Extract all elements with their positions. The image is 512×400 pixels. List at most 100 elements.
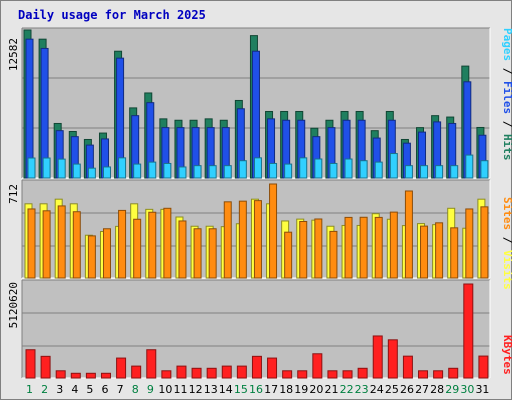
- pages-bar: [314, 158, 323, 179]
- kbytes-bar: [191, 367, 202, 379]
- kbytes-bar: [116, 357, 127, 379]
- day-tick-label: 4: [71, 383, 78, 396]
- kbytes-bar: [357, 367, 368, 379]
- pages-bar: [435, 165, 444, 179]
- kbytes-bar: [176, 365, 187, 379]
- sites-bar: [178, 220, 187, 279]
- kbytes-bar: [25, 349, 36, 379]
- sites-bar: [148, 211, 157, 279]
- sites-bar: [450, 227, 459, 279]
- pages-bar: [163, 162, 172, 179]
- day-tick-label: 8: [132, 383, 139, 396]
- pages-bar: [178, 166, 187, 179]
- sites-bar: [118, 209, 127, 279]
- sites-bar: [329, 230, 338, 279]
- sites-bar: [27, 208, 36, 279]
- kbytes-bar: [85, 372, 96, 379]
- sites-bar: [42, 210, 51, 279]
- sites-bar: [133, 218, 142, 279]
- pages-bar: [57, 158, 66, 179]
- day-tick-label: 17: [264, 383, 278, 396]
- sites-bar: [253, 200, 262, 279]
- middle-side-legend: Sites / Visits: [501, 197, 512, 290]
- day-tick-label: 12: [189, 383, 203, 396]
- day-tick-label: 9: [147, 383, 154, 396]
- pages-bar: [329, 162, 338, 179]
- pages-bar: [253, 157, 262, 179]
- day-tick-label: 15: [234, 383, 248, 396]
- kbytes-bar: [40, 355, 51, 379]
- day-tick-label: 3: [56, 383, 63, 396]
- kbytes-bar: [297, 370, 308, 379]
- pages-bar: [42, 157, 51, 179]
- kbytes-bar: [206, 367, 217, 379]
- day-tick-label: 23: [355, 383, 369, 396]
- sites-bar: [102, 228, 111, 279]
- pages-bar: [133, 163, 142, 179]
- kbytes-bar: [448, 367, 459, 379]
- pages-bar: [87, 167, 96, 179]
- pages-bar: [102, 166, 111, 179]
- kbytes-bar: [402, 355, 413, 379]
- pages-bar: [374, 161, 383, 179]
- sites-bar: [57, 205, 66, 279]
- pages-bar: [450, 165, 459, 179]
- day-tick-label: 7: [117, 383, 124, 396]
- day-tick-label: 21: [324, 383, 338, 396]
- sites-bar: [480, 206, 489, 279]
- day-tick-label: 27: [415, 383, 429, 396]
- pages-bar: [389, 153, 398, 179]
- pages-bar: [208, 165, 217, 179]
- pages-bar: [480, 160, 489, 179]
- pages-bar: [284, 163, 293, 179]
- day-tick-label: 24: [370, 383, 384, 396]
- day-tick-label: 31: [475, 383, 489, 396]
- pages-bar: [27, 157, 36, 179]
- kbytes-bar: [387, 339, 398, 379]
- files-bar: [25, 38, 34, 179]
- hits-y-max-label: 12582: [7, 38, 20, 71]
- pages-bar: [72, 163, 81, 179]
- visits-y-max-label: 712: [7, 184, 20, 204]
- day-tick-label: 28: [430, 383, 444, 396]
- kbytes-bar: [131, 365, 142, 379]
- sites-bar: [314, 218, 323, 279]
- kbytes-bar: [478, 355, 489, 379]
- pages-bar: [223, 165, 232, 179]
- day-tick-label: 16: [249, 383, 263, 396]
- day-tick-label: 26: [400, 383, 414, 396]
- kbytes-bar: [161, 370, 172, 379]
- sites-bar: [87, 235, 96, 279]
- kbytes-bar: [251, 355, 262, 379]
- sites-bar: [284, 231, 293, 279]
- sites-bar: [359, 216, 368, 279]
- pages-bar: [299, 157, 308, 179]
- kbytes-bar: [342, 370, 353, 379]
- sites-bar: [404, 190, 413, 279]
- sites-bar: [163, 207, 172, 279]
- chart-title: Daily usage for March 2025: [18, 8, 206, 22]
- day-tick-label: 30: [460, 383, 474, 396]
- pages-bar: [238, 160, 247, 179]
- kbytes-bar: [312, 353, 323, 379]
- kbytes-bar: [221, 365, 232, 379]
- day-tick-label: 29: [445, 383, 459, 396]
- day-tick-label: 11: [174, 383, 188, 396]
- kbytes-bar: [100, 372, 111, 379]
- kbytes-bar: [282, 370, 293, 379]
- kbytes-bar: [146, 349, 157, 379]
- sites-bar: [269, 183, 278, 279]
- kbytes-bar: [70, 372, 81, 379]
- day-tick-label: 6: [102, 383, 109, 396]
- sites-bar: [374, 216, 383, 279]
- sites-bar: [435, 222, 444, 279]
- day-tick-label: 2: [41, 383, 48, 396]
- day-tick-label: 14: [219, 383, 233, 396]
- day-tick-label: 25: [385, 383, 399, 396]
- sites-bar: [193, 228, 202, 279]
- pages-bar: [118, 157, 127, 179]
- bottom-side-legend: KBytes: [501, 335, 512, 375]
- sites-bar: [223, 201, 232, 279]
- pages-bar: [420, 165, 429, 179]
